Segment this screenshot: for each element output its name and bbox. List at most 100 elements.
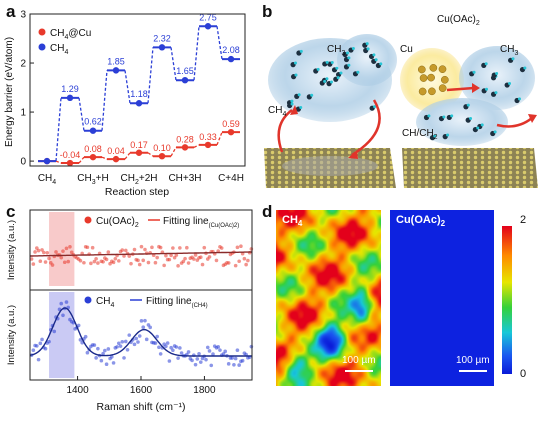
x-tick-label: CH+3H bbox=[168, 173, 201, 184]
growth-schematic: CH3 CH4 Cu Cu(OAc)2 CH3 CH/CH2 bbox=[264, 14, 538, 188]
molecule-h-dot bbox=[379, 62, 383, 66]
colorbar bbox=[502, 226, 512, 374]
spectrum-point bbox=[68, 244, 72, 249]
spectrum-point bbox=[59, 301, 64, 306]
energy-point bbox=[204, 23, 212, 30]
y-tick-label: 3 bbox=[20, 10, 26, 21]
spectrum-point bbox=[198, 360, 203, 364]
spectrum-point bbox=[244, 262, 248, 267]
spectrum-point bbox=[111, 361, 116, 365]
molecule-h-dot bbox=[374, 58, 378, 62]
molecule-h-dot bbox=[299, 106, 303, 110]
spectrum-point bbox=[78, 338, 83, 342]
molecule-h-dot bbox=[472, 70, 476, 74]
spectrum-point bbox=[179, 351, 184, 355]
spectrum-point bbox=[96, 346, 100, 351]
panel-a-letter: a bbox=[6, 2, 16, 21]
molecule-h-dot bbox=[356, 70, 360, 74]
spectrum-point bbox=[249, 247, 254, 251]
spectrum-point bbox=[164, 253, 168, 258]
energy-point bbox=[112, 155, 120, 163]
spectrum-point bbox=[235, 245, 240, 250]
spectrum-point bbox=[197, 351, 201, 356]
y-tick-label: 1 bbox=[20, 108, 26, 119]
spectrum-point bbox=[117, 341, 121, 346]
x-tick-label: CH2+2H bbox=[121, 173, 158, 186]
spectrum-point bbox=[167, 359, 172, 363]
spectrum-point bbox=[123, 339, 128, 344]
energy-value-label: 0.10 bbox=[153, 143, 171, 153]
spectrum-point bbox=[129, 261, 133, 266]
spectrum-point bbox=[204, 357, 208, 362]
energy-value-label: 0.08 bbox=[84, 144, 102, 154]
spectrum-point bbox=[35, 344, 39, 348]
spectrum-point bbox=[176, 264, 180, 268]
spectrum-point bbox=[148, 325, 152, 330]
molecule-h-dot bbox=[293, 61, 297, 65]
molecule-h-dot bbox=[347, 56, 351, 60]
spectrum-point bbox=[207, 255, 212, 259]
spectrum-point bbox=[118, 344, 123, 348]
spectrum-point bbox=[136, 258, 140, 263]
spectrum-point bbox=[246, 258, 250, 263]
molecule-h-dot bbox=[511, 57, 515, 61]
legend-cuoac-marker bbox=[84, 216, 92, 224]
x-tick-label: 1600 bbox=[130, 385, 153, 396]
spectrum-point bbox=[226, 362, 231, 366]
spectrum-point bbox=[235, 348, 240, 353]
spectrum-point bbox=[122, 254, 126, 258]
x-tick-label: CH3+H bbox=[77, 173, 108, 186]
spectrum-point bbox=[101, 259, 105, 264]
spectrum-point bbox=[104, 362, 109, 366]
molecule-h-dot bbox=[450, 114, 454, 118]
spectrum-point bbox=[38, 341, 43, 346]
spectrum-point bbox=[122, 356, 126, 360]
colorbar-max-label: 2 bbox=[520, 214, 527, 226]
spectrum-point bbox=[169, 253, 173, 258]
spectrum-point bbox=[89, 261, 93, 266]
energy-value-label: 0.33 bbox=[199, 132, 217, 142]
left-arrow-up-head bbox=[290, 105, 298, 115]
energy-point bbox=[89, 153, 97, 161]
spectrum-point bbox=[141, 325, 146, 329]
cu-arrow bbox=[446, 86, 475, 92]
spectrum-point bbox=[64, 246, 69, 251]
spectrum-point bbox=[137, 262, 142, 267]
molecule-h-dot bbox=[325, 60, 329, 64]
spectrum-point bbox=[230, 356, 234, 360]
spectrum-point bbox=[218, 348, 222, 352]
energy-value-label: 0.28 bbox=[176, 134, 194, 144]
spectrum-point bbox=[29, 257, 34, 261]
molecule-h-dot bbox=[442, 115, 446, 119]
energy-value-label: 1.29 bbox=[61, 84, 79, 94]
spectrum-point bbox=[82, 260, 86, 265]
energy-value-label: 2.32 bbox=[153, 33, 171, 43]
spectrum-point bbox=[123, 248, 128, 253]
panel-b-letter: b bbox=[262, 2, 273, 21]
right-arrow bbox=[496, 117, 533, 128]
spectrum-point bbox=[120, 340, 125, 344]
legend-ch4-raman-label: CH4 bbox=[96, 296, 114, 309]
spectrum-point bbox=[202, 245, 207, 250]
x-tick-label: CH4 bbox=[38, 173, 56, 186]
raman-spectra-chart: Cu(OAc)2 Fitting line(Cu(OAc)2) CH4 Fitt… bbox=[6, 209, 254, 413]
panel-c-letter: c bbox=[6, 202, 16, 221]
spectrum-point bbox=[186, 350, 191, 354]
left-arrow-up bbox=[277, 109, 293, 153]
spectrum-point bbox=[143, 247, 147, 252]
spectrum-point bbox=[178, 246, 182, 250]
cu-atom bbox=[438, 84, 447, 92]
cu-atom bbox=[428, 87, 436, 96]
right-arrow-head bbox=[528, 114, 537, 123]
spectrum-point bbox=[174, 253, 179, 257]
spectrum-point bbox=[125, 347, 130, 352]
molecule-h-dot bbox=[494, 91, 498, 95]
molecule-h-dot bbox=[335, 66, 339, 70]
spectrum-point bbox=[33, 250, 37, 254]
spectrum-point bbox=[106, 250, 111, 254]
spectrum-point bbox=[150, 245, 154, 250]
level-connector bbox=[170, 47, 177, 81]
molecule-h-dot bbox=[495, 71, 499, 75]
spectrum-point bbox=[78, 258, 83, 263]
legend-ch4-label: CH4 bbox=[50, 43, 68, 56]
